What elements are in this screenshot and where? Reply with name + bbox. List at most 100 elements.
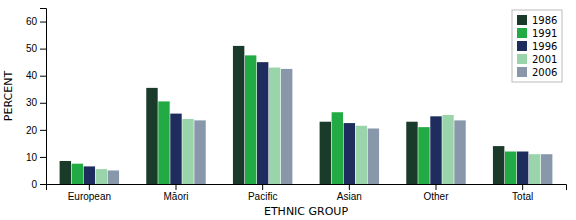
bar xyxy=(233,46,244,184)
chart: European Māori Pacific Asian Other Total 0 10 20… xyxy=(0,0,576,220)
bar xyxy=(72,164,83,184)
bar xyxy=(84,166,95,184)
y-tick: 10 xyxy=(26,152,46,163)
x-tick: Pacific xyxy=(248,184,277,202)
legend-label: 1996 xyxy=(532,41,557,52)
tick-mark xyxy=(40,130,46,131)
tick-mark xyxy=(40,157,46,158)
tick-mark xyxy=(436,184,437,190)
legend: 1986 1991 1996 2001 2006 xyxy=(512,10,562,82)
legend-swatch xyxy=(517,67,527,77)
bar xyxy=(170,114,181,184)
bar xyxy=(406,122,417,184)
y-axis-title: PERCENT xyxy=(2,71,15,122)
legend-item: 1991 xyxy=(517,28,557,39)
plot: European Māori Pacific Asian Other Total 0 10 20… xyxy=(26,9,567,203)
bar xyxy=(96,169,107,184)
legend-item: 2001 xyxy=(517,54,557,65)
tick-label: 30 xyxy=(26,97,38,108)
tick-label: 0 xyxy=(31,179,37,190)
bar xyxy=(158,101,169,184)
legend-item: 2006 xyxy=(517,67,557,78)
bar xyxy=(245,55,256,184)
legend-item: 1996 xyxy=(517,41,557,52)
bar xyxy=(442,115,453,184)
bar xyxy=(356,126,367,184)
y-tick: 30 xyxy=(26,97,46,108)
x-tick: Asian xyxy=(337,184,362,202)
tick-label: Pacific xyxy=(248,191,277,202)
legend-item: 1986 xyxy=(517,15,557,26)
bar xyxy=(281,69,292,184)
bar xyxy=(344,123,355,184)
tick-label: 60 xyxy=(26,16,38,27)
legend-label: 2001 xyxy=(532,54,557,65)
bar xyxy=(418,127,429,184)
bar xyxy=(505,152,516,184)
tick-label: Māori xyxy=(163,191,188,202)
bar xyxy=(454,120,465,184)
legend-label: 2006 xyxy=(532,67,557,78)
y-tick: 20 xyxy=(26,125,46,136)
bar xyxy=(430,116,441,184)
bar-series xyxy=(108,69,553,184)
y-tick: 50 xyxy=(26,43,46,54)
bar xyxy=(517,152,528,184)
tick-mark xyxy=(522,184,523,190)
bar xyxy=(60,161,71,184)
bar xyxy=(269,68,280,184)
tick-mark xyxy=(40,76,46,77)
tick-mark xyxy=(40,184,46,185)
tick-label: Other xyxy=(423,191,449,202)
legend-swatch xyxy=(517,15,527,25)
bar xyxy=(194,120,205,184)
y-tick: 40 xyxy=(26,70,46,81)
bar-series xyxy=(72,55,517,184)
legend-frame xyxy=(512,10,562,82)
legend-swatch xyxy=(517,28,527,38)
y-tick: 0 xyxy=(31,179,46,190)
y-axis: 0 10 20 30 40 50 60 xyxy=(26,9,47,190)
tick-mark xyxy=(176,184,177,190)
bar xyxy=(541,154,552,184)
bar xyxy=(320,122,331,184)
legend-swatch xyxy=(517,54,527,64)
axis-domain xyxy=(40,9,47,185)
bar xyxy=(332,112,343,184)
legend-swatch xyxy=(517,41,527,51)
bar xyxy=(182,119,193,184)
bar-series xyxy=(84,62,529,184)
bar xyxy=(529,154,540,184)
legend-label: 1986 xyxy=(532,15,557,26)
x-tick: European xyxy=(68,184,111,202)
tick-mark xyxy=(349,184,350,190)
bar-series xyxy=(96,68,541,184)
x-tick: Total xyxy=(512,184,533,202)
bars xyxy=(60,46,553,184)
bar-series xyxy=(60,46,505,184)
x-tick: Māori xyxy=(163,184,188,202)
tick-label: 40 xyxy=(26,70,38,81)
bar xyxy=(493,146,504,184)
bar xyxy=(108,170,119,184)
tick-label: 20 xyxy=(26,125,38,136)
y-tick: 60 xyxy=(26,16,46,27)
tick-label: European xyxy=(68,191,111,202)
x-axis: European Māori Pacific Asian Other Total xyxy=(47,184,567,202)
x-axis-title: ETHNIC GROUP xyxy=(264,205,348,218)
x-tick: Other xyxy=(423,184,449,202)
tick-label: Total xyxy=(512,191,533,202)
tick-mark xyxy=(40,103,46,104)
tick-label: Asian xyxy=(337,191,362,202)
tick-mark xyxy=(40,22,46,23)
tick-mark xyxy=(40,49,46,50)
bar xyxy=(146,88,157,184)
bar xyxy=(257,62,268,184)
tick-mark xyxy=(262,184,263,190)
bar xyxy=(368,128,379,184)
tick-label: 10 xyxy=(26,152,38,163)
tick-mark xyxy=(89,184,90,190)
legend-label: 1991 xyxy=(532,28,557,39)
tick-label: 50 xyxy=(26,43,38,54)
axis-domain xyxy=(47,185,567,191)
